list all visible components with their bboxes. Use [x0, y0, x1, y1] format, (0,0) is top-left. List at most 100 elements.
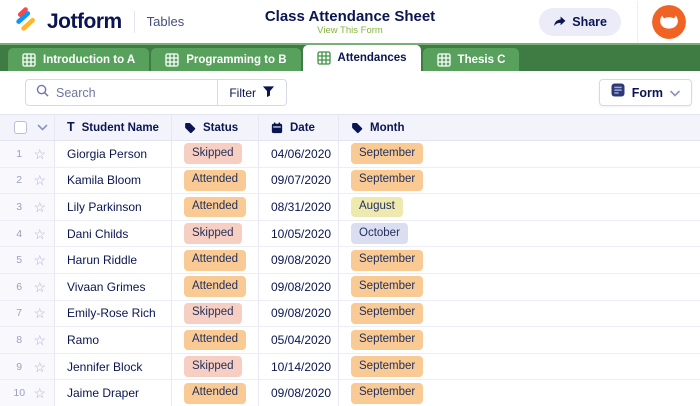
month-cell[interactable]: September	[339, 247, 700, 273]
jotform-logo-text: Jotform	[47, 9, 122, 33]
student-name-cell[interactable]: Lily Parkinson	[55, 194, 172, 220]
view-this-form-link[interactable]: View This Form	[317, 24, 383, 36]
avatar[interactable]	[652, 4, 686, 39]
row-number: 2	[16, 174, 23, 187]
student-name-cell[interactable]: Dani Childs	[55, 220, 172, 247]
star-icon[interactable]: ☆	[33, 385, 46, 402]
status-badge: Skipped	[184, 356, 242, 377]
student-name-cell[interactable]: Jennifer Block	[55, 353, 172, 380]
student-name-cell[interactable]: Ramo	[55, 327, 172, 353]
student-name-cell[interactable]: Jaime Draper	[55, 380, 172, 406]
tab-attendances[interactable]: Attendances	[302, 45, 421, 71]
table-row: 3 ☆ Lily Parkinson Attended 08/31/2020 August	[0, 194, 700, 221]
product-name: Tables	[146, 14, 185, 29]
month-cell[interactable]: September	[339, 168, 700, 194]
share-button[interactable]: Share	[539, 7, 621, 36]
status-cell[interactable]: Attended	[172, 380, 259, 406]
row-number: 4	[16, 227, 23, 240]
status-cell[interactable]: Attended	[172, 247, 259, 273]
page-title: Class Attendance Sheet	[264, 7, 436, 25]
date-cell[interactable]: 09/08/2020	[259, 273, 339, 300]
month-badge: September	[351, 249, 424, 271]
column-header-student-name[interactable]: T Student Name	[55, 115, 172, 140]
search-input[interactable]	[56, 85, 208, 100]
row-handle-cell: 5 ☆	[0, 247, 55, 273]
status-cell[interactable]: Skipped	[172, 353, 259, 380]
sheet-tab-bar: Introduction to A Programming to B Attenda…	[0, 43, 700, 71]
status-cell[interactable]: Attended	[172, 273, 259, 300]
date-cell[interactable]: 08/31/2020	[259, 194, 339, 220]
star-icon[interactable]: ☆	[33, 358, 46, 375]
header-chevron-down-icon[interactable]	[37, 124, 48, 131]
tab-introduction-to-a[interactable]: Introduction to A	[8, 48, 150, 71]
view-switcher-label: Form	[631, 85, 663, 100]
form-view-icon	[611, 83, 625, 102]
grid-icon	[436, 52, 451, 67]
status-cell[interactable]: Attended	[172, 327, 259, 353]
date-cell[interactable]: 09/08/2020	[259, 380, 339, 406]
status-badge: Attended	[184, 196, 247, 218]
star-icon[interactable]: ☆	[33, 331, 46, 348]
date-cell[interactable]: 10/05/2020	[259, 220, 339, 247]
jotform-logo[interactable]: Jotform	[14, 7, 122, 36]
grid-icon	[316, 51, 331, 65]
row-number: 10	[13, 387, 26, 400]
tab-programming-to-b[interactable]: Programming to B	[151, 48, 301, 71]
month-cell[interactable]: September	[339, 380, 700, 406]
app-header: Jotform Tables Class Attendance Sheet Vi…	[0, 0, 700, 43]
status-badge: Attended	[184, 169, 247, 191]
tab-label: Attendances	[337, 52, 407, 64]
date-cell[interactable]: 10/14/2020	[259, 353, 339, 380]
star-icon[interactable]: ☆	[33, 305, 46, 322]
row-handle-cell: 3 ☆	[0, 194, 55, 220]
status-cell[interactable]: Skipped	[172, 300, 259, 327]
status-cell[interactable]: Attended	[172, 167, 259, 194]
date-cell[interactable]: 05/04/2020	[259, 327, 339, 353]
student-name-cell[interactable]: Harun Riddle	[55, 247, 172, 273]
date-cell[interactable]: 09/07/2020	[259, 167, 339, 194]
status-cell[interactable]: Skipped	[172, 220, 259, 247]
month-cell[interactable]: September	[339, 141, 700, 167]
month-cell[interactable]: September	[339, 274, 700, 300]
month-cell[interactable]: August	[339, 194, 700, 220]
status-cell[interactable]: Skipped	[172, 141, 259, 167]
table-row: 2 ☆ Kamila Bloom Attended 09/07/2020 Septembe…	[0, 167, 700, 195]
star-icon[interactable]: ☆	[33, 172, 46, 189]
table-row: 7 ☆ Emily-Rose Rich Skipped 09/08/2020 Septem…	[0, 300, 700, 328]
student-name-cell[interactable]: Kamila Bloom	[55, 167, 172, 194]
column-header-month[interactable]: Month	[339, 115, 700, 140]
star-icon[interactable]: ☆	[33, 278, 46, 295]
star-icon[interactable]: ☆	[33, 252, 46, 269]
student-name-cell[interactable]: Giorgia Person	[55, 141, 172, 167]
date-cell[interactable]: 04/06/2020	[259, 141, 339, 167]
month-cell[interactable]: September	[339, 327, 700, 353]
toolbar: Filter Form	[0, 71, 700, 114]
student-name-cell[interactable]: Emily-Rose Rich	[55, 300, 172, 327]
date-cell[interactable]: 09/08/2020	[259, 247, 339, 273]
calendar-icon	[271, 121, 283, 134]
row-handle-cell: 10 ☆	[0, 380, 55, 406]
row-number: 1	[16, 147, 23, 160]
month-badge: September	[351, 356, 424, 377]
search-icon	[36, 84, 49, 102]
star-icon[interactable]: ☆	[33, 145, 46, 162]
month-cell[interactable]: September	[339, 301, 700, 327]
star-icon[interactable]: ☆	[33, 198, 46, 215]
tab-thesis-c[interactable]: Thesis C	[422, 48, 520, 71]
column-header-date[interactable]: Date	[259, 115, 339, 140]
column-header-status[interactable]: Status	[172, 115, 259, 140]
status-badge: Skipped	[184, 143, 242, 165]
filter-button-label: Filter	[229, 85, 256, 100]
select-all-cell	[0, 115, 55, 140]
month-cell[interactable]: September	[339, 354, 700, 380]
star-icon[interactable]: ☆	[33, 225, 46, 242]
month-cell[interactable]: October	[339, 221, 700, 247]
date-cell[interactable]: 09/08/2020	[259, 300, 339, 327]
tag-icon	[184, 122, 196, 134]
grid-icon	[22, 52, 36, 67]
status-cell[interactable]: Attended	[172, 194, 259, 220]
select-all-checkbox[interactable]	[14, 121, 27, 134]
view-switcher-button[interactable]: Form	[598, 79, 692, 106]
student-name-cell[interactable]: Vivaan Grimes	[55, 273, 172, 300]
filter-button[interactable]: Filter	[217, 80, 286, 105]
